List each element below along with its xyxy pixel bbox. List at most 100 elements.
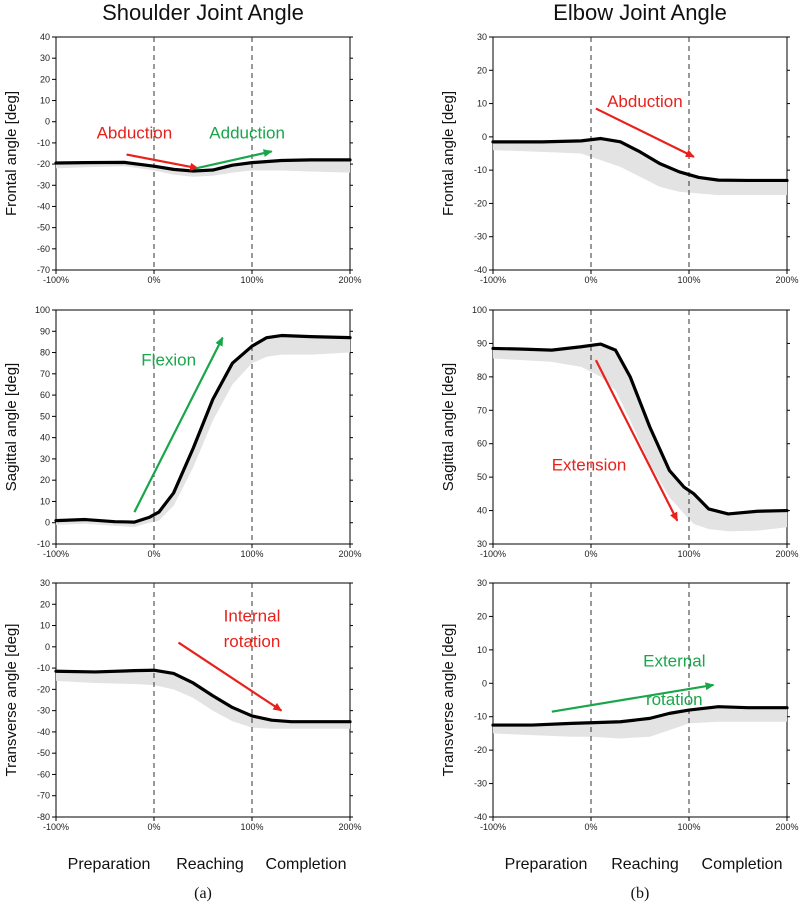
x-tick-label: 0% [147, 275, 160, 285]
x-tick-label: 200% [775, 275, 798, 285]
y-axis-label: Frontal angle [deg] [440, 91, 457, 216]
x-tick-label: -100% [43, 822, 69, 832]
sd-band [56, 670, 350, 729]
y-tick-label: -10 [37, 539, 50, 549]
y-tick-label: 30 [477, 578, 487, 588]
y-tick-label: 100 [35, 305, 50, 315]
y-tick-label: 30 [40, 53, 50, 63]
mean-curve [491, 705, 789, 727]
y-tick-label: -10 [37, 663, 50, 673]
y-tick-label: -10 [474, 712, 487, 722]
y-tick-label: 60 [477, 439, 487, 449]
y-tick-label: -10 [37, 138, 50, 148]
y-tick-label: 90 [40, 326, 50, 336]
x-tick-label: 200% [338, 275, 361, 285]
y-tick-label: -70 [37, 791, 50, 801]
y-tick-label: -20 [37, 159, 50, 169]
y-tick-label: 70 [40, 369, 50, 379]
sd-band [56, 335, 350, 527]
y-tick-label: 20 [40, 74, 50, 84]
y-axis-label: Transverse angle [deg] [440, 624, 457, 777]
x-tick-label: 100% [240, 275, 263, 285]
y-tick-label: 40 [477, 506, 487, 516]
y-tick-label: 20 [477, 65, 487, 75]
annotation-label: External [643, 652, 705, 671]
y-tick-label: 100 [472, 305, 487, 315]
y-tick-label: -30 [474, 779, 487, 789]
y-tick-label: -20 [474, 198, 487, 208]
y-tick-label: -40 [37, 201, 50, 211]
y-tick-label: 10 [477, 645, 487, 655]
annotation-arrow [551, 682, 715, 713]
y-tick-label: 0 [45, 518, 50, 528]
y-tick-label: -40 [474, 265, 487, 275]
x-tick-label: -100% [43, 275, 69, 285]
y-tick-label: -40 [474, 812, 487, 822]
mean-curve [491, 136, 789, 183]
y-tick-label: 40 [40, 32, 50, 42]
annotation-arrow [126, 153, 200, 171]
y-tick-label: -40 [37, 727, 50, 737]
annotation-label: Adduction [209, 124, 285, 143]
y-tick-label: 90 [477, 338, 487, 348]
x-tick-label: 0% [584, 549, 597, 559]
y-axis-label: Sagittal angle [deg] [440, 363, 457, 491]
y-tick-label: 10 [40, 621, 50, 631]
x-tick-label: -100% [480, 549, 506, 559]
y-tick-label: 10 [477, 99, 487, 109]
y-tick-label: 30 [477, 539, 487, 549]
annotation-arrow [133, 336, 224, 513]
y-tick-label: -30 [474, 232, 487, 242]
panel-shoulder-frontal: 40 30 20 10 0 -10 -20 -30 -40 -50 -60 -70-100% 0% 100… [3, 32, 362, 285]
panel-elbow-frontal: 30 20 10 0 -10 -20 -30 -40-100% 0% 100% 200% Fronta… [440, 32, 799, 285]
phase-label-reaching-b: Reaching [611, 856, 679, 873]
y-tick-label: 0 [45, 117, 50, 127]
annotation-label: rotation [646, 690, 703, 709]
sd-band [493, 706, 787, 739]
x-tick-label: 200% [775, 822, 798, 832]
x-tick-label: 200% [338, 549, 361, 559]
annotation-label: Abduction [607, 92, 683, 111]
x-tick-label: 0% [147, 549, 160, 559]
x-tick-label: 100% [240, 549, 263, 559]
x-tick-label: 0% [584, 822, 597, 832]
y-tick-label: -60 [37, 769, 50, 779]
y-tick-label: 80 [40, 348, 50, 358]
y-tick-label: 20 [40, 475, 50, 485]
annotation-label: rotation [224, 632, 281, 651]
x-tick-label: 0% [584, 275, 597, 285]
phase-label-preparation-a: Preparation [68, 856, 151, 873]
y-axis-label: Sagittal angle [deg] [3, 363, 20, 491]
annotation-arrow [195, 149, 273, 170]
y-tick-label: -50 [37, 748, 50, 758]
x-tick-label: 100% [677, 822, 700, 832]
x-tick-label: 0% [147, 822, 160, 832]
x-tick-label: 200% [775, 549, 798, 559]
panel-shoulder-transverse: 30 20 10 0 -10 -20 -30 -40 -50 -60 -70 -80-100% 0% 10… [3, 578, 362, 832]
y-tick-label: 40 [40, 433, 50, 443]
y-tick-label: 30 [40, 578, 50, 588]
annotation-arrow [595, 107, 695, 158]
y-tick-label: 20 [477, 611, 487, 621]
annotation-arrow [177, 641, 283, 712]
y-tick-label: 30 [40, 454, 50, 464]
y-tick-label: 0 [482, 678, 487, 688]
mean-curve [54, 668, 352, 724]
x-tick-label: 200% [338, 822, 361, 832]
y-tick-label: 10 [40, 96, 50, 106]
y-tick-label: 60 [40, 390, 50, 400]
annotation-label: Abduction [97, 124, 173, 143]
sublabel-a: (a) [194, 885, 212, 902]
x-tick-label: -100% [43, 549, 69, 559]
y-tick-label: 70 [477, 405, 487, 415]
phase-label-completion-a: Completion [266, 856, 347, 873]
column-title-elbow: Elbow Joint Angle [553, 0, 727, 25]
x-tick-label: 100% [677, 549, 700, 559]
y-tick-label: -30 [37, 706, 50, 716]
panel-elbow-sagittal: 100 90 80 70 60 50 40 30-100% 0% 100% 200% Sagittal… [440, 305, 799, 559]
annotation-label: Internal [224, 606, 281, 625]
y-tick-label: -80 [37, 812, 50, 822]
